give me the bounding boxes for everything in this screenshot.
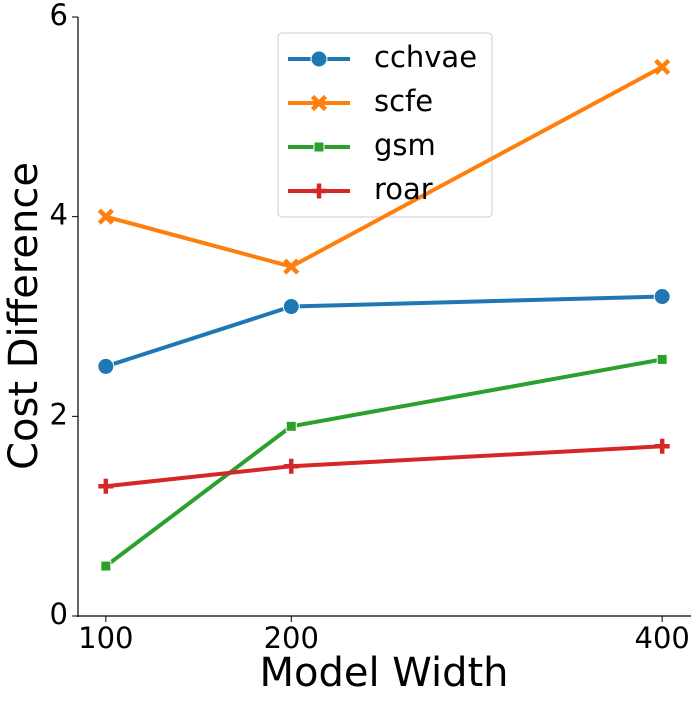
marker — [100, 560, 112, 572]
marker — [285, 420, 297, 432]
x-tick-label: 200 — [264, 621, 319, 655]
series-line — [105, 294, 663, 369]
legend-text: gsm — [374, 128, 436, 162]
marker — [283, 258, 300, 275]
marker — [656, 353, 668, 365]
y-tick-label: 4 — [50, 198, 68, 232]
marker — [283, 458, 299, 474]
marker — [98, 478, 114, 494]
marker — [310, 94, 328, 112]
marker — [282, 298, 300, 316]
x-tick-label: 100 — [78, 621, 133, 655]
x-axis-label: Model Width — [259, 650, 508, 696]
marker — [97, 357, 115, 375]
marker — [653, 288, 671, 306]
y-tick-label: 0 — [50, 597, 68, 631]
x-tick-label: 400 — [635, 621, 690, 655]
y-tick-label: 2 — [50, 397, 68, 431]
y-axis-label: Cost Difference — [1, 162, 47, 470]
y-tick-label: 6 — [50, 0, 68, 32]
legend-text: cchvae — [374, 40, 477, 74]
marker — [313, 141, 325, 153]
legend-text: roar — [374, 172, 433, 206]
marker — [654, 58, 671, 76]
marker — [97, 208, 114, 225]
marker — [654, 438, 670, 454]
legend-text: scfe — [374, 84, 433, 118]
series-line — [105, 444, 663, 489]
marker — [311, 183, 327, 199]
marker — [310, 50, 328, 68]
